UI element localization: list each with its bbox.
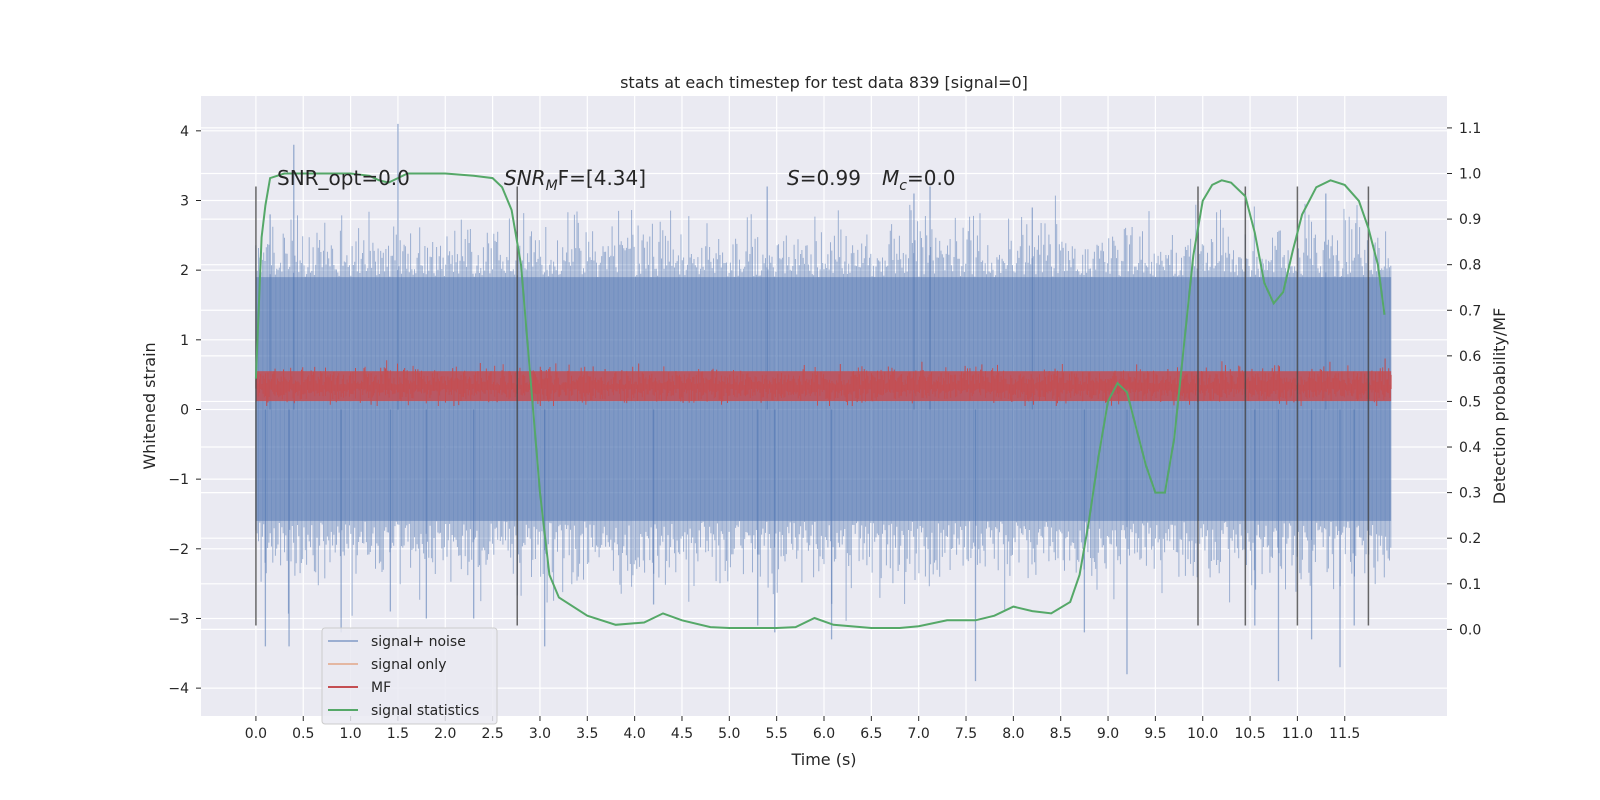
x-tick-label: 4.5 (671, 726, 693, 742)
x-tick-label: 3.5 (576, 726, 598, 742)
x-tick-label: 8.0 (1002, 726, 1024, 742)
legend-label-mf: MF (371, 680, 391, 696)
y-tick-label: 2 (180, 263, 189, 279)
legend-label-statistics: signal statistics (371, 703, 479, 719)
legend-label-noise: signal+ noise (371, 634, 466, 650)
snr-mf-subscript: M (546, 178, 558, 194)
x-ticks: 0.0 0.5 1.0 1.5 2.0 2.5 3.0 3.5 4.0 4.5 5.0 5.5 6.0 6… (245, 716, 1360, 742)
x-tick-label: 5.0 (718, 726, 740, 742)
y2-tick-label: 0.1 (1459, 577, 1481, 593)
y-ticks: 4 3 2 1 0 −1 −2 −3 −4 (168, 124, 201, 697)
x-tick-label: 9.0 (1097, 726, 1119, 742)
x-tick-label: 7.5 (955, 726, 977, 742)
x-tick-label: 10.5 (1234, 726, 1265, 742)
annotation-snr-mf: SNRMF=[4.34] (504, 166, 646, 194)
y2-tick-label: 0.8 (1459, 258, 1481, 274)
x-tick-label: 11.0 (1282, 726, 1313, 742)
y-tick-label: 4 (180, 124, 189, 140)
s-symbol: S (787, 166, 800, 190)
y-tick-label: −3 (168, 611, 189, 627)
mc-subscript: c (899, 178, 907, 194)
mc-symbol: M (882, 166, 899, 190)
x-tick-label: 0.0 (245, 726, 267, 742)
legend-label-signal-only: signal only (371, 657, 446, 673)
x-tick-label: 2.5 (481, 726, 503, 742)
y-tick-label: −2 (168, 542, 189, 558)
x-tick-label: 6.5 (860, 726, 882, 742)
s-value: =0.99 (800, 166, 861, 190)
signal-statistics-line (254, 172, 1386, 629)
x-tick-label: 9.5 (1144, 726, 1166, 742)
y-tick-label: 3 (180, 193, 189, 209)
y2-tick-label: 0.0 (1459, 622, 1481, 638)
y-tick-label: 1 (180, 333, 189, 349)
x-axis-title: Time (s) (790, 750, 856, 769)
y2-ticks: 1.1 1.0 0.9 0.8 0.7 0.6 0.5 0.4 0.3 0.2 0.1 0.0 (1447, 121, 1481, 638)
vertical-markers (255, 186, 1370, 626)
x-tick-label: 7.0 (908, 726, 930, 742)
snr-mf-symbol: SNR (504, 166, 546, 190)
x-tick-label: 4.0 (624, 726, 646, 742)
y-axis-title: Whitened strain (140, 342, 159, 469)
y-tick-label: 0 (180, 402, 189, 418)
legend-box (321, 627, 498, 725)
x-tick-label: 6.0 (813, 726, 835, 742)
y2-axis-title: Detection probability/MF (1490, 308, 1509, 505)
x-tick-label: 1.0 (339, 726, 361, 742)
x-tick-label: 8.5 (1050, 726, 1072, 742)
x-tick-label: 1.5 (387, 726, 409, 742)
y2-tick-label: 0.4 (1459, 440, 1481, 456)
x-tick-label: 3.0 (529, 726, 551, 742)
legend: signal+ noise signal only MF signal stat… (321, 627, 498, 725)
y2-tick-label: 0.3 (1459, 486, 1481, 502)
annotation-s: S=0.99 (787, 166, 861, 190)
x-tick-label: 10.0 (1187, 726, 1218, 742)
y-tick-label: −1 (168, 472, 189, 488)
mc-value: =0.0 (907, 166, 956, 190)
y-tick-label: −4 (168, 681, 189, 697)
mf-series (255, 358, 1392, 406)
annotation-mc: Mc=0.0 (882, 166, 956, 194)
x-tick-label: 0.5 (292, 726, 314, 742)
chart-title: stats at each timestep for test data 839… (620, 73, 1028, 92)
x-tick-label: 5.5 (766, 726, 788, 742)
y2-tick-label: 0.6 (1459, 349, 1481, 365)
x-tick-label: 2.0 (434, 726, 456, 742)
x-tick-label: 11.5 (1329, 726, 1360, 742)
y2-tick-label: 0.2 (1459, 531, 1481, 547)
y2-tick-label: 0.7 (1459, 303, 1481, 319)
y2-tick-label: 0.5 (1459, 394, 1481, 410)
y2-tick-label: 0.9 (1459, 212, 1481, 228)
snr-mf-value: F=[4.34] (558, 166, 646, 190)
y2-tick-label: 1.0 (1459, 167, 1481, 183)
annotation-snr-opt: SNR_opt=0.0 (277, 166, 410, 190)
y2-tick-label: 1.1 (1459, 121, 1481, 137)
